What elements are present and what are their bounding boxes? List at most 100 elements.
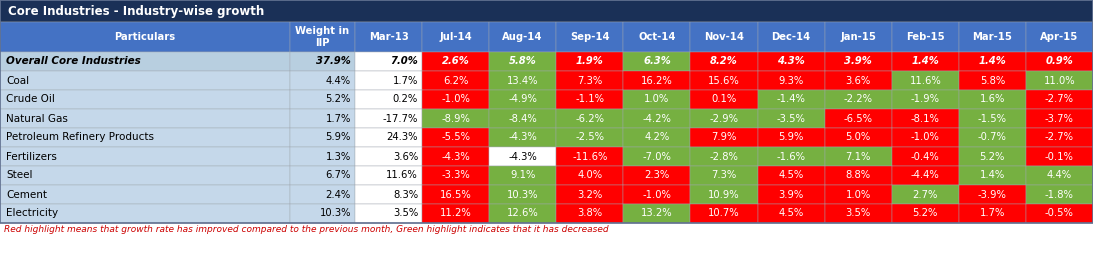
Text: -1.0%: -1.0% bbox=[910, 133, 940, 143]
Text: -1.8%: -1.8% bbox=[1045, 189, 1074, 199]
Bar bbox=[691, 147, 757, 166]
Bar bbox=[1026, 52, 1093, 71]
Text: Crude Oil: Crude Oil bbox=[5, 95, 55, 105]
Bar bbox=[757, 52, 824, 71]
Bar bbox=[691, 166, 757, 185]
Text: -2.8%: -2.8% bbox=[709, 151, 739, 161]
Text: 5.9%: 5.9% bbox=[778, 133, 803, 143]
Bar bbox=[959, 52, 1026, 71]
Bar bbox=[757, 185, 824, 204]
Bar bbox=[1026, 204, 1093, 223]
Bar bbox=[824, 147, 892, 166]
Bar bbox=[892, 128, 959, 147]
Text: 11.6%: 11.6% bbox=[386, 171, 418, 181]
Text: Fertilizers: Fertilizers bbox=[5, 151, 57, 161]
Bar bbox=[824, 185, 892, 204]
Text: 2.4%: 2.4% bbox=[326, 189, 351, 199]
Bar bbox=[1026, 185, 1093, 204]
Text: 7.3%: 7.3% bbox=[577, 75, 602, 85]
Text: 4.5%: 4.5% bbox=[778, 209, 803, 219]
Text: 3.9%: 3.9% bbox=[778, 189, 803, 199]
Text: -8.1%: -8.1% bbox=[910, 113, 940, 123]
Bar bbox=[355, 90, 422, 109]
Bar bbox=[691, 52, 757, 71]
Text: Natural Gas: Natural Gas bbox=[5, 113, 68, 123]
Bar bbox=[355, 52, 422, 71]
Bar bbox=[757, 147, 824, 166]
Text: 10.7%: 10.7% bbox=[708, 209, 740, 219]
Bar bbox=[0, 22, 290, 52]
Text: Jan-15: Jan-15 bbox=[841, 32, 877, 42]
Bar bbox=[1026, 90, 1093, 109]
Bar bbox=[0, 0, 1093, 223]
Bar bbox=[0, 185, 290, 204]
Bar bbox=[691, 22, 757, 52]
Text: 10.9%: 10.9% bbox=[708, 189, 740, 199]
Text: 2.3%: 2.3% bbox=[644, 171, 670, 181]
Bar bbox=[290, 52, 355, 71]
Bar bbox=[490, 71, 556, 90]
Bar bbox=[422, 71, 490, 90]
Text: 2.7%: 2.7% bbox=[913, 189, 938, 199]
Text: Petroleum Refinery Products: Petroleum Refinery Products bbox=[5, 133, 154, 143]
Text: 8.8%: 8.8% bbox=[846, 171, 871, 181]
Text: -3.5%: -3.5% bbox=[777, 113, 806, 123]
Bar bbox=[757, 109, 824, 128]
Bar bbox=[824, 166, 892, 185]
Text: 3.5%: 3.5% bbox=[846, 209, 871, 219]
Bar bbox=[556, 22, 623, 52]
Text: 7.3%: 7.3% bbox=[712, 171, 737, 181]
Bar bbox=[959, 204, 1026, 223]
Text: Particulars: Particulars bbox=[115, 32, 176, 42]
Text: 5.8%: 5.8% bbox=[509, 57, 537, 67]
Text: -1.0%: -1.0% bbox=[643, 189, 671, 199]
Bar bbox=[1026, 71, 1093, 90]
Text: 9.1%: 9.1% bbox=[510, 171, 536, 181]
Text: 7.0%: 7.0% bbox=[390, 57, 418, 67]
Text: 5.2%: 5.2% bbox=[326, 95, 351, 105]
Text: -3.9%: -3.9% bbox=[978, 189, 1007, 199]
Text: -4.9%: -4.9% bbox=[508, 95, 537, 105]
Text: 6.7%: 6.7% bbox=[326, 171, 351, 181]
Text: 6.2%: 6.2% bbox=[443, 75, 468, 85]
Text: -8.9%: -8.9% bbox=[442, 113, 470, 123]
Text: -7.0%: -7.0% bbox=[643, 151, 671, 161]
Bar bbox=[422, 128, 490, 147]
Bar bbox=[355, 185, 422, 204]
Text: 5.8%: 5.8% bbox=[979, 75, 1004, 85]
Text: Aug-14: Aug-14 bbox=[503, 32, 543, 42]
Text: 6.3%: 6.3% bbox=[643, 57, 671, 67]
Bar bbox=[290, 147, 355, 166]
Text: -11.6%: -11.6% bbox=[572, 151, 608, 161]
Text: 5.0%: 5.0% bbox=[846, 133, 871, 143]
Text: Feb-15: Feb-15 bbox=[906, 32, 944, 42]
Bar bbox=[892, 204, 959, 223]
Text: Core Industries - Industry-wise growth: Core Industries - Industry-wise growth bbox=[8, 4, 265, 18]
Bar bbox=[556, 109, 623, 128]
Bar bbox=[422, 90, 490, 109]
Text: 3.9%: 3.9% bbox=[844, 57, 872, 67]
Bar bbox=[556, 166, 623, 185]
Bar bbox=[824, 128, 892, 147]
Bar bbox=[422, 22, 490, 52]
Bar bbox=[623, 147, 691, 166]
Text: Oct-14: Oct-14 bbox=[638, 32, 675, 42]
Bar bbox=[0, 128, 290, 147]
Text: 13.4%: 13.4% bbox=[507, 75, 539, 85]
Text: 3.6%: 3.6% bbox=[392, 151, 418, 161]
Bar bbox=[490, 52, 556, 71]
Text: -4.3%: -4.3% bbox=[508, 133, 537, 143]
Text: -1.1%: -1.1% bbox=[575, 95, 604, 105]
Bar bbox=[1026, 166, 1093, 185]
Bar bbox=[623, 109, 691, 128]
Bar bbox=[490, 185, 556, 204]
Bar bbox=[556, 147, 623, 166]
Text: Sep-14: Sep-14 bbox=[569, 32, 610, 42]
Bar bbox=[290, 22, 355, 52]
Bar bbox=[0, 147, 290, 166]
Text: -2.5%: -2.5% bbox=[575, 133, 604, 143]
Text: 1.6%: 1.6% bbox=[979, 95, 1006, 105]
Text: -0.7%: -0.7% bbox=[978, 133, 1007, 143]
Bar bbox=[422, 204, 490, 223]
Text: 0.2%: 0.2% bbox=[392, 95, 418, 105]
